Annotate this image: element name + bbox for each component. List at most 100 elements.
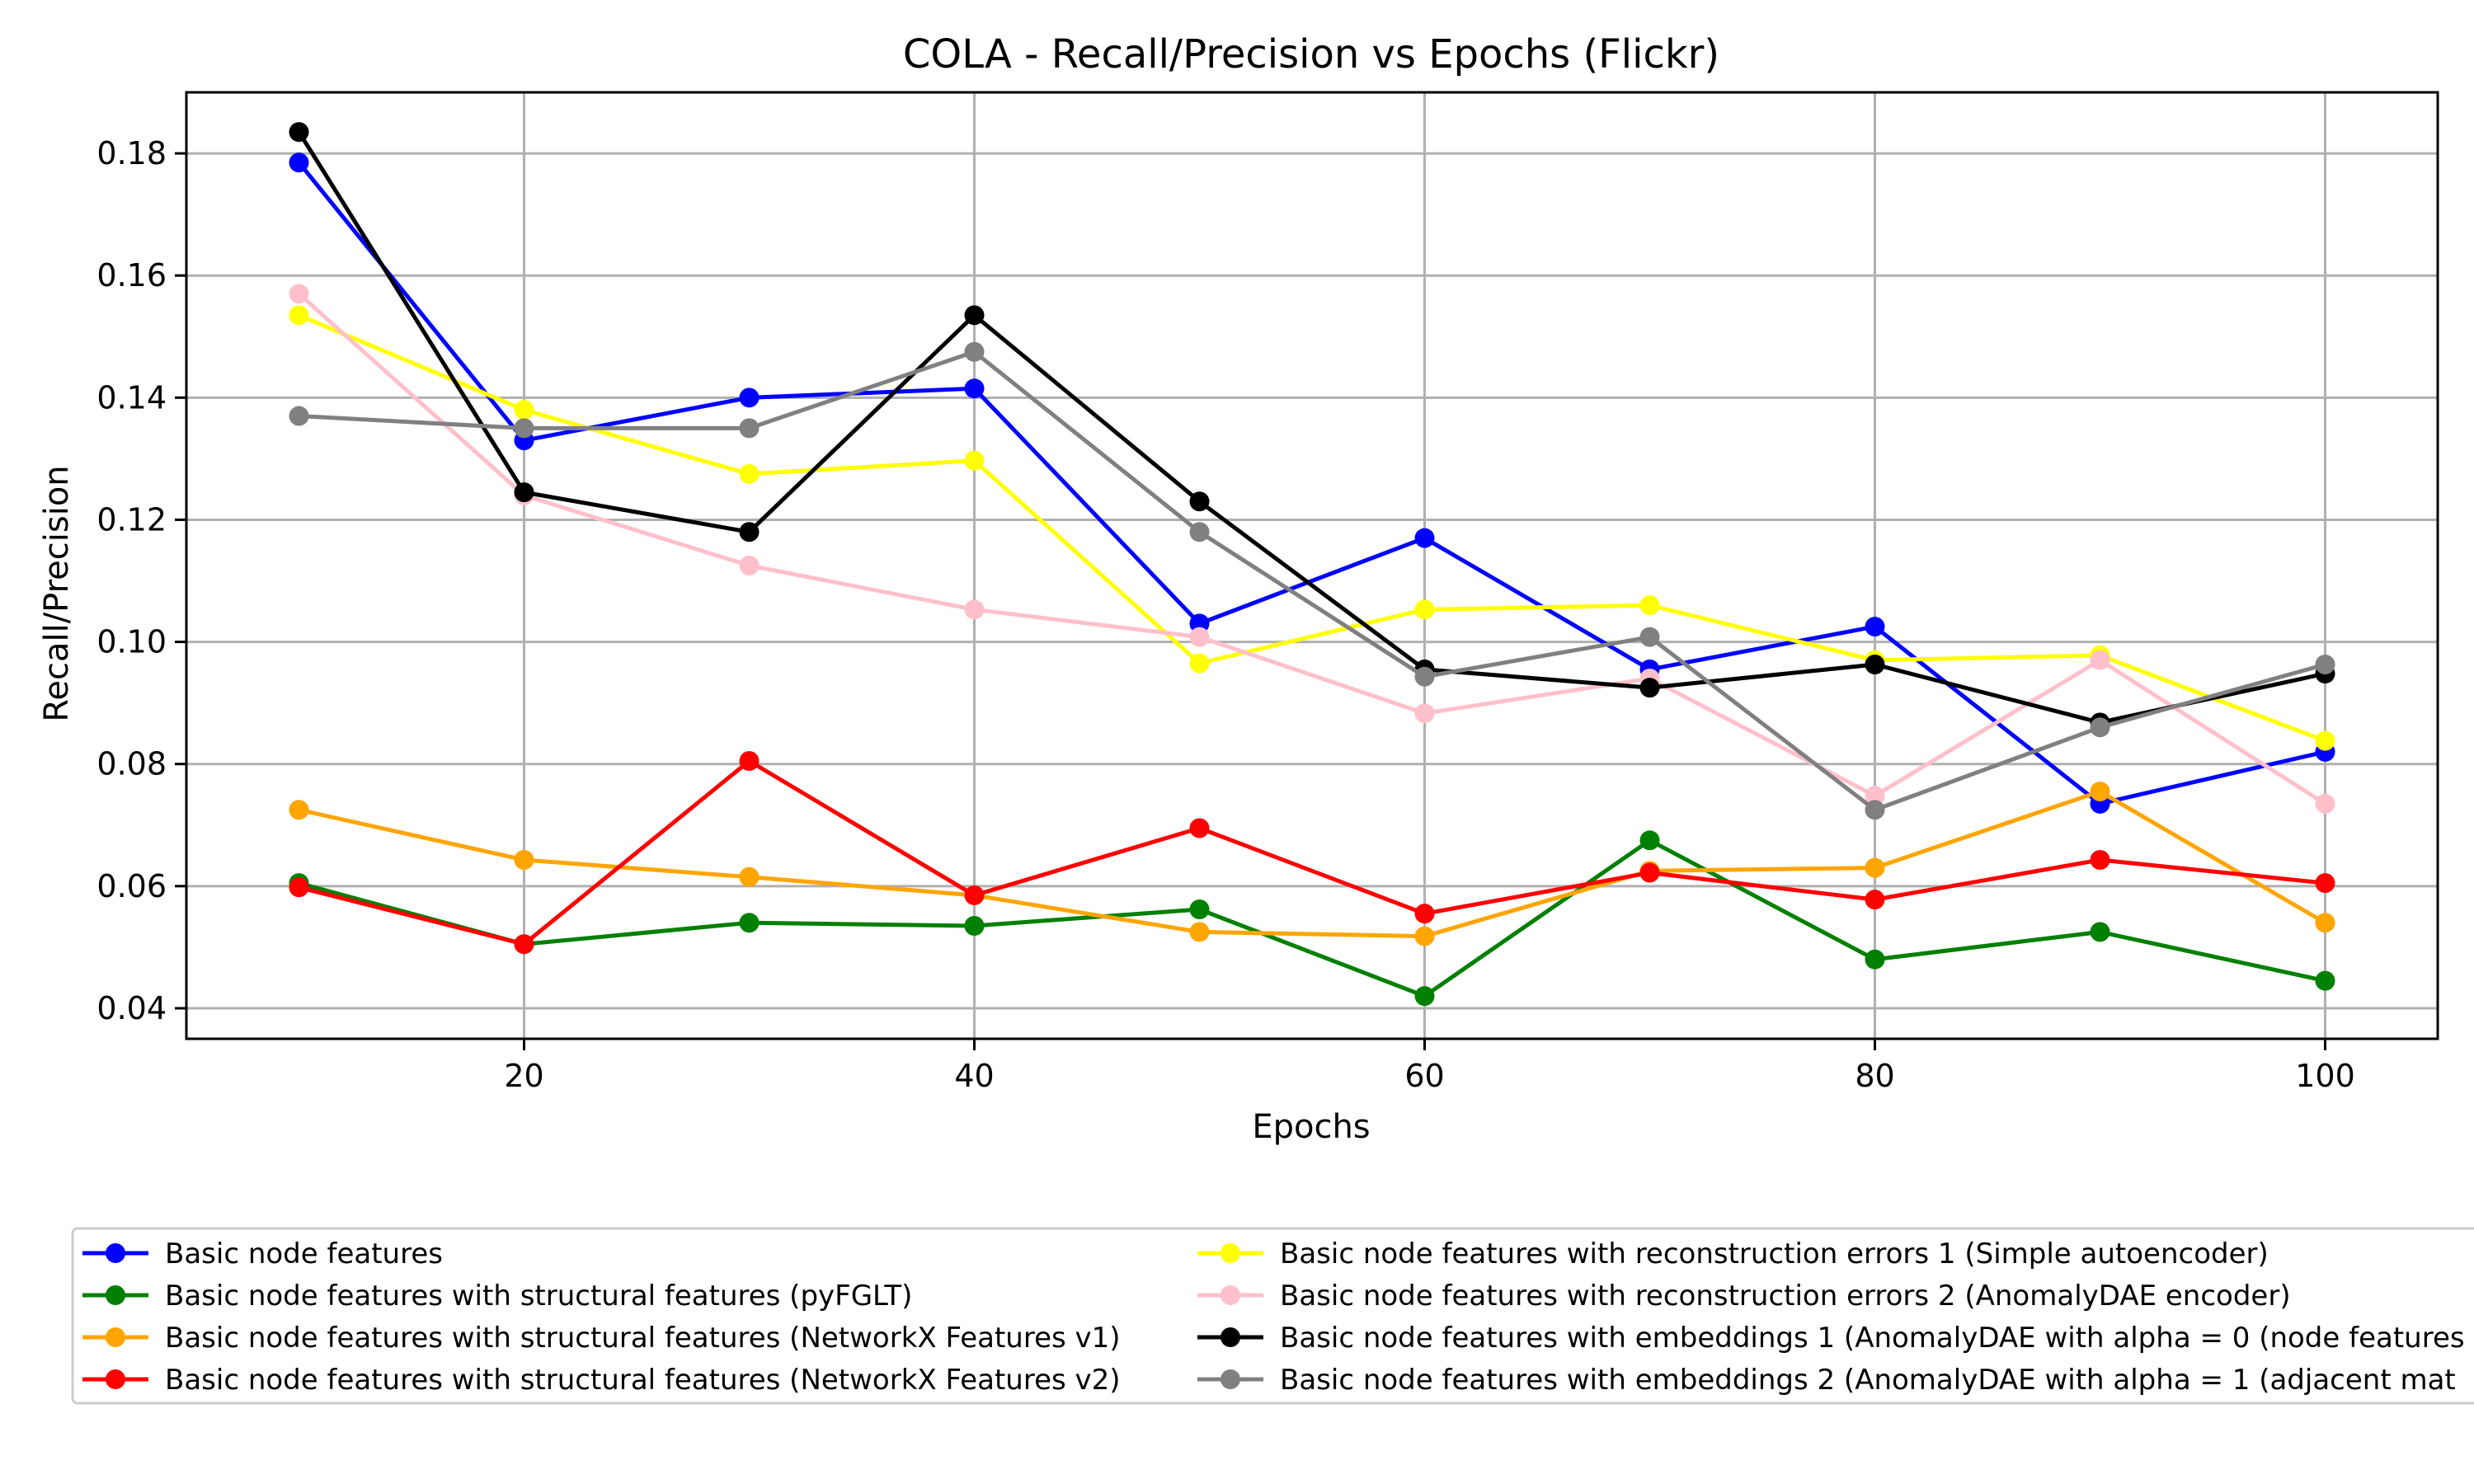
data-point: [964, 341, 985, 362]
series-line: [297, 292, 2326, 805]
legend-swatch-marker: [106, 1369, 125, 1389]
legend-swatch-marker: [106, 1285, 125, 1305]
data-point: [1189, 522, 1210, 542]
legend-label: Basic node features with reconstruction …: [1280, 1237, 2269, 1270]
series-7: [289, 122, 2335, 733]
data-point: [1414, 528, 1435, 548]
data-point: [2090, 782, 2110, 802]
legend-label: Basic node features with reconstruction …: [1280, 1280, 2291, 1313]
data-point: [1639, 678, 1660, 698]
data-point: [964, 450, 985, 471]
data-point: [514, 849, 534, 870]
x-axis-label: Epochs: [1252, 1108, 1370, 1146]
data-point: [1865, 786, 1885, 806]
series-line: [298, 789, 2326, 939]
data-point: [2315, 913, 2335, 933]
data-point: [289, 122, 309, 143]
grid: [186, 92, 2438, 1039]
data-point: [2315, 730, 2335, 751]
data-point: [1189, 899, 1210, 919]
data-point: [2315, 654, 2335, 674]
data-point: [964, 885, 985, 905]
series-8: [289, 341, 2335, 820]
data-point: [514, 482, 534, 503]
x-tick-label: 60: [1404, 1058, 1444, 1094]
data-point: [1414, 666, 1435, 687]
legend-swatch-marker: [106, 1327, 125, 1347]
data-point: [514, 400, 534, 420]
data-point: [2315, 793, 2335, 814]
legend-label: Basic node features with structural feat…: [165, 1280, 912, 1313]
data-point: [1865, 949, 1885, 970]
data-point: [739, 913, 760, 933]
data-point: [2315, 970, 2335, 991]
legend-label: Basic node features with structural feat…: [165, 1364, 1121, 1397]
series-4: [289, 751, 2335, 955]
y-axis-label: Recall/Precision: [38, 465, 76, 721]
y-tick-label: 0.18: [96, 135, 167, 171]
data-point: [964, 599, 985, 620]
data-point: [1189, 491, 1210, 512]
legend-item: Basic node features with embeddings 1 (A…: [1197, 1322, 2465, 1355]
legend-label: Basic node features with embeddings 1 (A…: [1280, 1322, 2465, 1355]
data-point: [2090, 717, 2110, 738]
data-point: [739, 866, 760, 887]
y-tick-label: 0.08: [96, 746, 167, 782]
legend-swatch-marker: [1221, 1285, 1240, 1305]
y-tick-label: 0.16: [96, 257, 167, 294]
data-point: [2090, 922, 2110, 942]
data-point: [739, 463, 760, 484]
data-point: [964, 378, 985, 399]
data-point: [1189, 922, 1210, 942]
x-tick-label: 40: [954, 1058, 994, 1094]
data-point: [1639, 627, 1660, 647]
x-tick-label: 20: [504, 1058, 543, 1094]
series-line: [298, 758, 2326, 946]
data-point: [739, 556, 760, 575]
legend-label: Basic node features with embeddings 2 (A…: [1280, 1364, 2456, 1397]
data-point: [1414, 926, 1435, 946]
series-group: [289, 122, 2335, 1007]
axes: 20 40 60 80 100 0.04 0.06 0.08 0.10 0.12 0.14 0.16 0…: [96, 135, 2354, 1094]
series-line: [298, 838, 2326, 998]
plot-frame: [185, 91, 2439, 1040]
legend-item: Basic node features with reconstruction …: [1197, 1237, 2269, 1270]
series-2: [289, 830, 2335, 1007]
legend-item: Basic node features: [82, 1237, 443, 1270]
legend-box: [71, 1227, 2474, 1405]
data-point: [739, 751, 760, 772]
series-line: [299, 350, 2326, 812]
legend-label: Basic node features with structural feat…: [165, 1322, 1121, 1355]
legend-item: Basic node features with structural feat…: [82, 1280, 912, 1313]
data-point: [289, 877, 309, 898]
data-point: [2090, 650, 2110, 670]
data-point: [514, 934, 534, 955]
data-point: [289, 284, 309, 304]
x-tick-label: 80: [1855, 1058, 1894, 1094]
data-point: [2315, 873, 2335, 894]
x-tick-label: 100: [2295, 1058, 2355, 1094]
legend-item: Basic node features with embeddings 2 (A…: [1197, 1364, 2456, 1397]
data-point: [739, 418, 760, 439]
data-point: [964, 305, 985, 326]
data-point: [1865, 800, 1885, 820]
legend-swatch-marker: [1221, 1243, 1240, 1263]
legend-swatch-marker: [106, 1243, 125, 1263]
data-point: [1189, 653, 1210, 674]
data-point: [1865, 857, 1885, 878]
y-tick-label: 0.14: [96, 379, 167, 416]
legend: Basic node features Basic node features w…: [71, 1227, 2474, 1405]
y-tick-label: 0.12: [96, 501, 167, 538]
data-point: [1639, 830, 1660, 851]
legend-item: Basic node features with structural feat…: [82, 1364, 1121, 1397]
data-point: [1414, 703, 1435, 724]
data-point: [289, 800, 309, 820]
series-line: [298, 313, 2326, 743]
data-point: [289, 305, 309, 326]
legend-label: Basic node features: [165, 1237, 443, 1270]
data-point: [1414, 986, 1435, 1007]
data-point: [289, 153, 309, 173]
legend-item: Basic node features with structural feat…: [82, 1322, 1121, 1355]
